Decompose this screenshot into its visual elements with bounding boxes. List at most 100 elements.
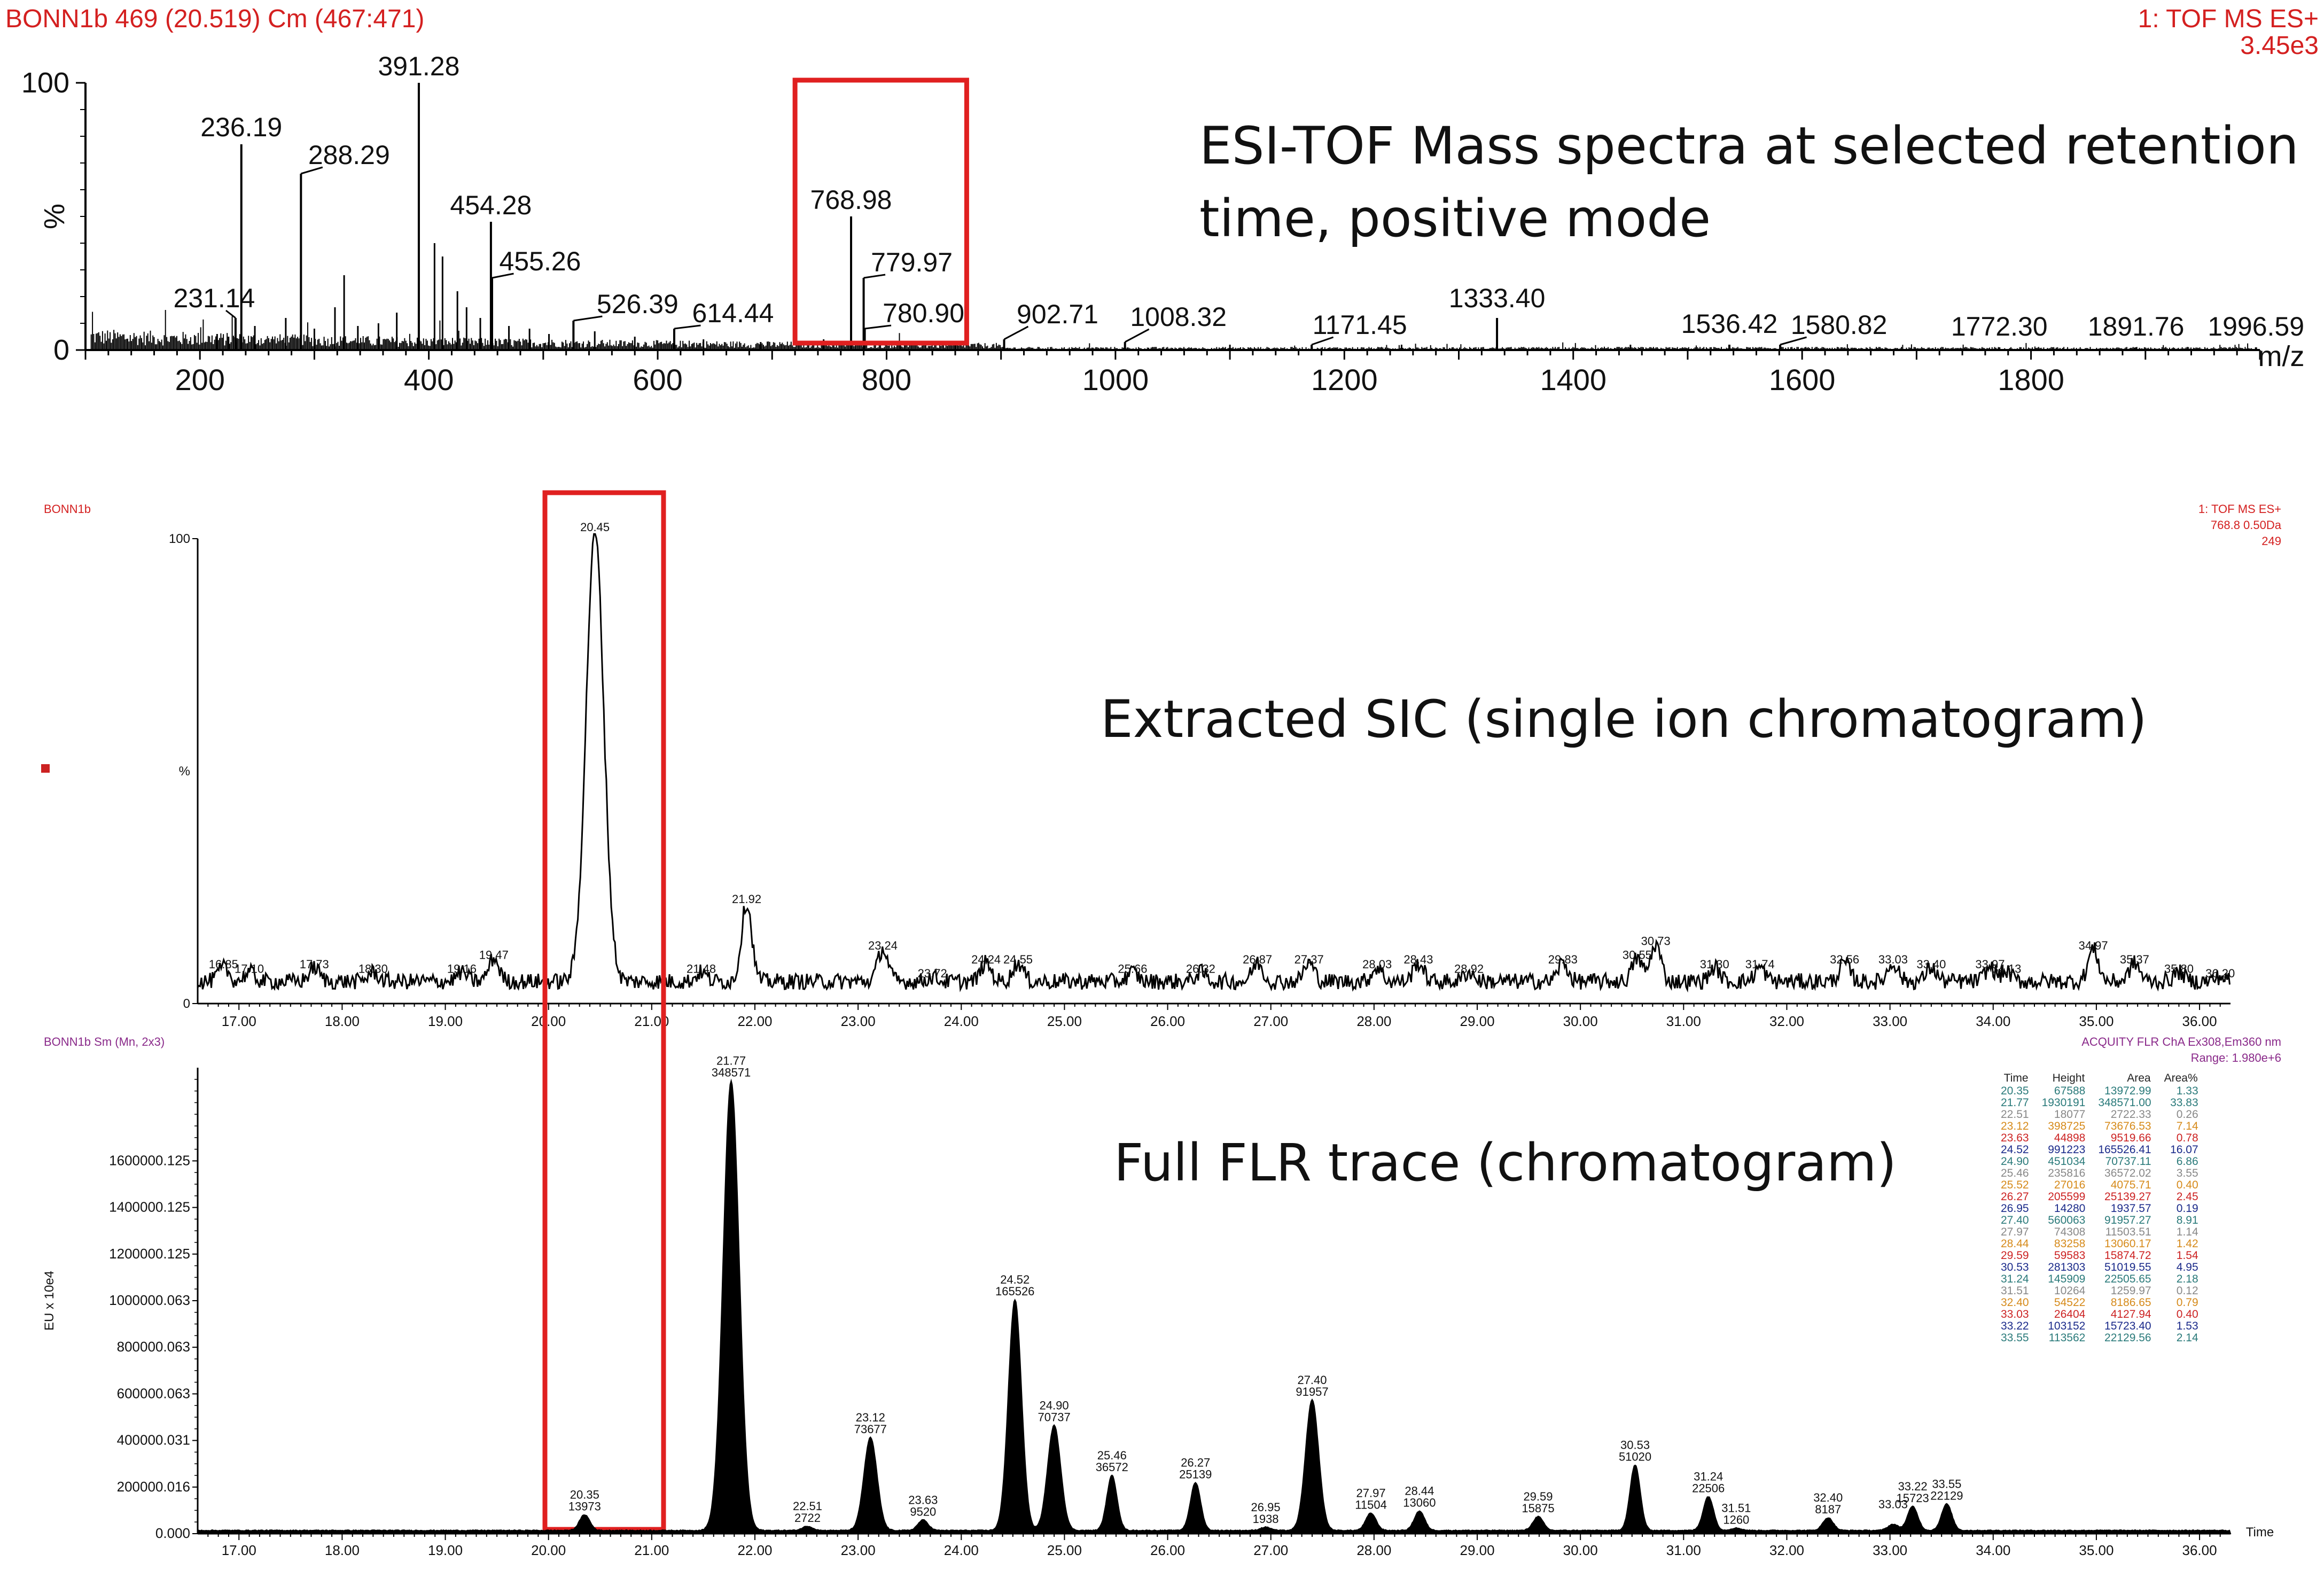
sic-peak-label: 33.40 bbox=[1916, 958, 1946, 971]
peak-table-row: 25.52 27016 4075.71 0.40 bbox=[2001, 1179, 2198, 1191]
flr-peak-area-label: 348571 bbox=[712, 1066, 751, 1079]
peak-table-cell-area: 91957.27 bbox=[2104, 1214, 2151, 1226]
peak-table-cell-pct: 1.42 bbox=[2176, 1238, 2198, 1250]
flr-peak-label: 26.95 bbox=[1251, 1501, 1281, 1514]
flr-peak-label: 23.12 bbox=[856, 1411, 885, 1424]
ms-peak-leader bbox=[573, 315, 603, 322]
flr-x-tick-label: 17.00 bbox=[222, 1542, 256, 1558]
ms-peak-leader bbox=[864, 324, 892, 330]
flr-peak-area-label: 165526 bbox=[995, 1285, 1034, 1298]
flr-peak-area-label: 9520 bbox=[910, 1505, 936, 1518]
flr-peak-area-label: 51020 bbox=[1619, 1450, 1651, 1463]
peak-table-header: Time Height Area Area% bbox=[2001, 1071, 2198, 1085]
ms-peak-leader bbox=[1311, 336, 1334, 346]
flr-y-tick-label: 1400000.125 bbox=[109, 1199, 190, 1215]
peak-table-row: 27.97 74308 11503.51 1.14 bbox=[2001, 1226, 2198, 1238]
sic-y-tick-label: 100 bbox=[169, 532, 190, 546]
peak-table-cell-height: 44898 bbox=[2054, 1132, 2086, 1144]
flr-peak-label: 25.46 bbox=[1097, 1449, 1127, 1462]
ms-peak-label: 1536.42 bbox=[1681, 309, 1778, 339]
peak-table-row: 30.53 281303 51019.55 4.95 bbox=[2001, 1262, 2198, 1273]
flr-peak-label: 32.40 bbox=[1813, 1491, 1843, 1504]
peak-table-row: 32.40 54522 8186.65 0.79 bbox=[2001, 1297, 2198, 1309]
flr-peak-area-label: 11504 bbox=[1355, 1498, 1387, 1512]
sic-x-tick-label: 33.00 bbox=[1873, 1013, 1907, 1029]
sic-peak-label: 31.74 bbox=[1745, 958, 1775, 971]
flr-peak-area-label: 13060 bbox=[1403, 1496, 1436, 1510]
ms-y-tick-label: 0 bbox=[53, 334, 69, 366]
peak-table-cell-area: 4127.94 bbox=[2110, 1308, 2151, 1320]
flr-peak-area-label: 1938 bbox=[1253, 1512, 1279, 1526]
sic-peak-label: 33.03 bbox=[1878, 953, 1908, 966]
flr-peak-area-label: 2722 bbox=[794, 1511, 821, 1525]
peak-table-col-time: Time bbox=[2003, 1072, 2029, 1084]
flr-x-tick-label: 31.00 bbox=[1666, 1542, 1701, 1558]
ms-peak-leader bbox=[1125, 328, 1150, 343]
ms-y-axis-label: % bbox=[38, 204, 71, 229]
flr-y-tick-label: 1200000.125 bbox=[109, 1246, 190, 1262]
peak-table-cell-area: 4075.71 bbox=[2110, 1179, 2151, 1191]
sic-peak-label: 30.73 bbox=[1641, 934, 1671, 947]
flr-peak-label: 33.03 bbox=[1878, 1497, 1908, 1511]
peak-table-cell-height: 14280 bbox=[2054, 1202, 2086, 1215]
sic-peak-label: 36.20 bbox=[2205, 967, 2235, 980]
peak-table-row: 22.51 18077 2722.33 0.26 bbox=[2001, 1109, 2198, 1121]
peak-table-cell-time: 27.97 bbox=[2001, 1226, 2029, 1238]
sic-peak-label: 26.87 bbox=[1243, 953, 1272, 966]
peak-table-cell-time: 22.51 bbox=[2001, 1108, 2029, 1121]
peak-table-cell-time: 27.40 bbox=[2001, 1214, 2029, 1226]
flr-x-tick-label: 32.00 bbox=[1769, 1542, 1804, 1558]
sic-peak-label: 34.97 bbox=[2079, 939, 2108, 952]
sic-y-tick-label: 0 bbox=[183, 997, 190, 1011]
sic-x-tick-label: 29.00 bbox=[1460, 1013, 1494, 1029]
sic-x-tick-label: 30.00 bbox=[1563, 1013, 1598, 1029]
peak-table-cell-time: 25.46 bbox=[2001, 1167, 2029, 1179]
peak-table-row: 33.55 113562 22129.56 2.14 bbox=[2001, 1332, 2198, 1344]
peak-table-cell-height: 18077 bbox=[2054, 1108, 2086, 1121]
peak-table: Time Height Area Area% 20.35 67588 13972.9… bbox=[2001, 1071, 2198, 1344]
ms-panel: 231.14 236.19 288.29 391.28 454.28 455.26 526.… bbox=[21, 51, 2305, 397]
ms-x-tick-label: 400 bbox=[404, 363, 454, 397]
flr-peak-area-label: 8187 bbox=[1815, 1503, 1841, 1516]
peak-table-row: 21.77 1930191 348571.00 33.83 bbox=[2001, 1097, 2198, 1109]
ms-peak-label: 1772.30 bbox=[1951, 312, 2048, 341]
peak-table-cell-pct: 1.33 bbox=[2176, 1085, 2198, 1097]
flr-x-tick-label: 23.00 bbox=[841, 1542, 876, 1558]
ms-annotation-line1: ESI-TOF Mass spectra at selected retenti… bbox=[1199, 116, 2299, 176]
sic-peak-label: 35.37 bbox=[2120, 953, 2149, 966]
peak-table-row: 25.46 235816 36572.02 3.55 bbox=[2001, 1168, 2198, 1179]
sic-peak-label: 24.55 bbox=[1003, 953, 1033, 966]
peak-table-cell-height: 451034 bbox=[2048, 1155, 2086, 1168]
peak-table-cell-pct: 0.78 bbox=[2176, 1132, 2198, 1144]
sic-peak-label: 25.66 bbox=[1118, 962, 1147, 976]
sic-peak-label: 20.45 bbox=[580, 520, 610, 534]
peak-table-cell-pct: 0.19 bbox=[2176, 1202, 2198, 1215]
peak-table-cell-area: 13972.99 bbox=[2104, 1085, 2151, 1097]
peak-table-cell-area: 36572.02 bbox=[2104, 1167, 2151, 1179]
flr-y-tick-label: 400000.031 bbox=[117, 1432, 190, 1448]
flr-x-tick-label: 21.00 bbox=[634, 1542, 669, 1558]
flr-peak-area-label: 22506 bbox=[1692, 1481, 1725, 1495]
sic-x-tick-label: 24.00 bbox=[944, 1013, 979, 1029]
ms-header-right-line1: 1: TOF MS ES+ bbox=[2138, 5, 2319, 33]
sic-x-tick-label: 36.00 bbox=[2182, 1013, 2217, 1029]
sic-x-tick-label: 25.00 bbox=[1047, 1013, 1082, 1029]
peak-table-cell-height: 281303 bbox=[2048, 1261, 2086, 1273]
peak-table-cell-height: 145909 bbox=[2048, 1273, 2086, 1285]
sic-header-left: BONN1b bbox=[44, 502, 91, 516]
flr-x-tick-label: 28.00 bbox=[1356, 1542, 1391, 1558]
sic-x-tick-label: 27.00 bbox=[1253, 1013, 1288, 1029]
sic-x-tick-label: 17.00 bbox=[222, 1013, 256, 1029]
ms-x-tick-label: 1400 bbox=[1540, 363, 1606, 397]
ms-peak-leader bbox=[1003, 325, 1029, 340]
sic-peak-label: 17.10 bbox=[235, 962, 264, 976]
ms-x-axis-label: m/z bbox=[2258, 340, 2305, 372]
peak-table-row: 24.52 991223 165526.41 16.07 bbox=[2001, 1144, 2198, 1156]
flr-y-axis-label: EU x 10e4 bbox=[42, 1271, 57, 1331]
flr-x-tick-label: 18.00 bbox=[325, 1542, 360, 1558]
peak-table-cell-pct: 0.12 bbox=[2176, 1285, 2198, 1297]
sic-peak-label: 24.24 bbox=[971, 953, 1001, 966]
peak-table-cell-area: 348571.00 bbox=[2098, 1097, 2151, 1109]
flr-x-tick-label: 30.00 bbox=[1563, 1542, 1598, 1558]
flr-peak-label: 23.63 bbox=[908, 1493, 938, 1506]
